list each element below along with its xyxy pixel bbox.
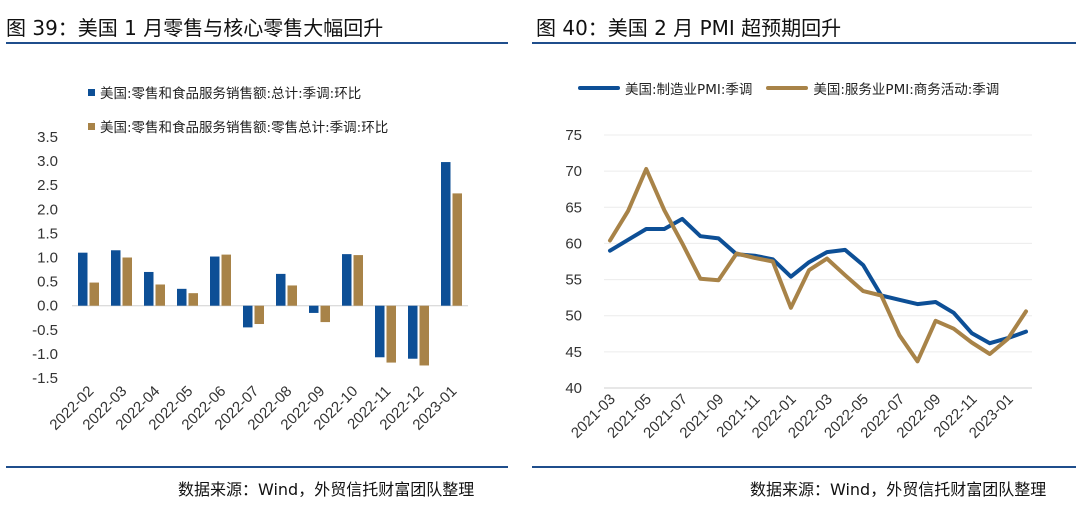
- right-legend-label-mfg: 美国:制造业PMI:季调: [625, 82, 753, 98]
- y-tick-label: -1.5: [32, 370, 58, 387]
- left-panel: 图 39：美国 1 月零售与核心零售大幅回升 美国:零售和食品服务销售额:总计:…: [0, 0, 520, 508]
- y-tick-label: 40: [565, 380, 582, 397]
- y-tick-label: 70: [565, 163, 582, 180]
- y-tick-label: 45: [565, 344, 582, 361]
- bar-retail: [89, 282, 99, 306]
- right-title-rule: [532, 42, 1076, 44]
- right-figure-title: 图 40：美国 2 月 PMI 超预期回升: [536, 16, 842, 40]
- left-source-rule: [6, 466, 508, 468]
- bar-retail: [188, 293, 198, 306]
- bar-retail: [122, 257, 132, 306]
- y-tick-label: -1.0: [32, 346, 58, 363]
- legend-line-blue: [578, 86, 620, 90]
- y-tick-label: 1.5: [37, 225, 58, 242]
- right-source-rule: [532, 466, 1076, 468]
- bar-total: [342, 254, 352, 306]
- bar-total: [276, 273, 286, 306]
- line-chart: 75706560555045402021-032021-052021-07202…: [565, 127, 1032, 442]
- bar-retail: [320, 305, 330, 323]
- bar-retail: [386, 305, 396, 363]
- legend-swatch-gold: [88, 122, 95, 130]
- bar-total: [111, 250, 121, 306]
- y-tick-label: 3.0: [37, 153, 58, 170]
- left-figure-title: 图 39：美国 1 月零售与核心零售大幅回升: [6, 16, 384, 40]
- bar-retail: [155, 284, 165, 306]
- bar-total: [408, 305, 418, 359]
- right-source-note: 数据来源：Wind，外贸信托财富团队整理: [750, 480, 1047, 499]
- y-tick-label: 55: [565, 272, 582, 289]
- y-tick-label: -0.5: [32, 322, 58, 339]
- bar-retail: [353, 255, 363, 306]
- legend-swatch-blue: [88, 88, 95, 96]
- y-tick-label: 50: [565, 308, 582, 325]
- y-tick-label: 65: [565, 199, 582, 216]
- y-tick-label: 1.0: [37, 250, 58, 267]
- y-tick-label: 3.5: [37, 129, 58, 146]
- left-title-rule: [6, 42, 508, 44]
- series-line-manufacturing: [608, 216, 1028, 346]
- bar-total: [210, 256, 220, 306]
- y-tick-label: 60: [565, 235, 582, 252]
- y-tick-label: 0.0: [37, 298, 58, 315]
- right-legend: 美国:制造业PMI:季调 美国:服务业PMI:商务活动:季调: [578, 78, 999, 98]
- y-tick-label: 2.0: [37, 201, 58, 218]
- bar-retail: [419, 305, 429, 366]
- right-panel: 图 40：美国 2 月 PMI 超预期回升 美国:制造业PMI:季调 美国:服务…: [532, 0, 1080, 508]
- left-legend: 美国:零售和食品服务销售额:总计:季调:环比 美国:零售和食品服务销售额:零售总…: [88, 81, 388, 149]
- bar-retail: [452, 193, 462, 306]
- bar-total: [309, 305, 319, 313]
- bar-total: [177, 288, 187, 306]
- y-tick-label: 2.5: [37, 177, 58, 194]
- left-legend-item-total: 美国:零售和食品服务销售额:总计:季调:环比: [88, 81, 388, 103]
- right-legend-label-svc: 美国:服务业PMI:商务活动:季调: [813, 82, 1000, 98]
- left-legend-label-total: 美国:零售和食品服务销售额:总计:季调:环比: [100, 86, 362, 102]
- bar-total: [78, 252, 88, 306]
- series-line-services: [608, 167, 1028, 364]
- bar-retail: [254, 305, 264, 325]
- left-legend-item-retail: 美国:零售和食品服务销售额:零售总计:季调:环比: [88, 115, 388, 137]
- legend-line-gold: [766, 86, 809, 90]
- bar-retail: [287, 285, 297, 306]
- left-source-note: 数据来源：Wind，外贸信托财富团队整理: [178, 480, 475, 499]
- y-tick-label: 0.5: [37, 274, 58, 291]
- bar-total: [144, 271, 154, 306]
- bar-total: [441, 162, 451, 306]
- y-tick-label: 75: [565, 127, 582, 144]
- left-legend-label-retail: 美国:零售和食品服务销售额:零售总计:季调:环比: [100, 120, 389, 136]
- bar-total: [243, 305, 253, 328]
- bar-chart: 3.53.02.52.01.51.00.50.0-0.5-1.0-1.52022…: [32, 129, 468, 434]
- bar-retail: [221, 254, 231, 306]
- bar-total: [375, 305, 385, 358]
